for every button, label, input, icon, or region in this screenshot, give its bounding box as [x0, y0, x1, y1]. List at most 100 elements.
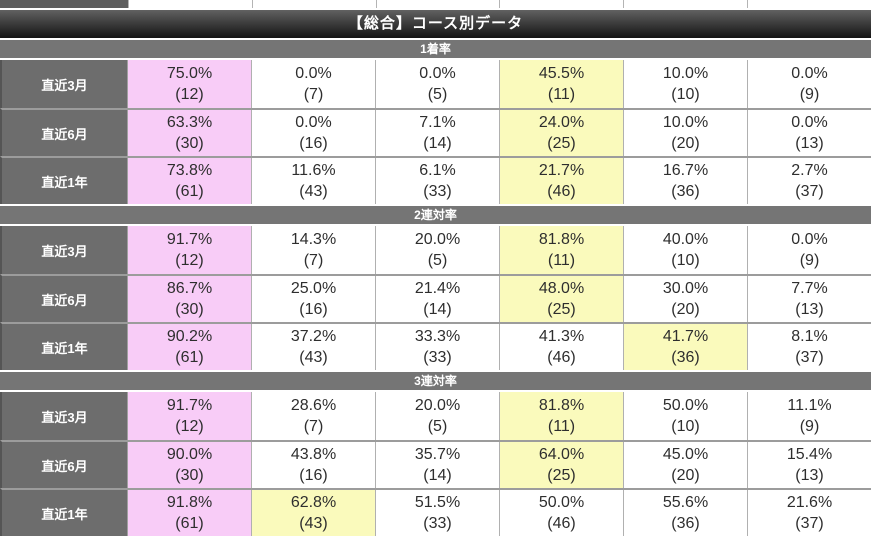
- cutoff-row-header: [0, 0, 128, 8]
- data-cell: 45.0% (20): [623, 442, 747, 488]
- data-cell: 11.6% (43): [251, 158, 375, 204]
- cell-count: (11): [547, 86, 576, 103]
- cell-count: (12): [175, 418, 204, 435]
- cell-percent: 14.3%: [290, 231, 337, 248]
- cell-percent: 10.0%: [662, 114, 709, 131]
- cell-count: (11): [547, 252, 576, 269]
- cell-percent: 90.2%: [166, 328, 213, 345]
- cell-percent: 8.1%: [791, 328, 828, 345]
- cell-count: (33): [423, 349, 452, 366]
- cell-count: (13): [795, 301, 824, 318]
- cell-percent: 41.3%: [538, 328, 585, 345]
- cell-count: (11): [547, 418, 576, 435]
- row-label: 直近1年: [41, 340, 88, 356]
- cutoff-cell: [623, 0, 748, 8]
- cell-count: (46): [547, 515, 576, 532]
- data-cell: 75.0% (12): [128, 60, 251, 108]
- data-cell: 64.0% (25): [499, 442, 623, 488]
- cell-percent: 91.7%: [166, 231, 213, 248]
- data-cell: 28.6% (7): [251, 392, 375, 440]
- cutoff-cell: [747, 0, 871, 8]
- data-cell: 91.8% (61): [128, 490, 251, 536]
- section-header: 1着率: [0, 40, 871, 58]
- cutoff-cell: [128, 0, 252, 8]
- cell-percent: 81.8%: [538, 231, 585, 248]
- cell-percent: 11.6%: [291, 162, 336, 179]
- data-cell: 8.1% (37): [747, 324, 871, 370]
- cell-percent: 6.1%: [419, 162, 456, 179]
- row-label: 直近6月: [41, 126, 88, 142]
- cell-count: (20): [671, 467, 700, 484]
- cell-percent: 86.7%: [166, 280, 213, 297]
- data-cell: 50.0% (10): [623, 392, 747, 440]
- row-header: 直近6月: [2, 442, 128, 488]
- cell-percent: 41.7%: [662, 328, 709, 345]
- cell-count: (9): [799, 252, 820, 269]
- data-cell: 6.1% (33): [375, 158, 499, 204]
- cell-percent: 50.0%: [662, 397, 709, 414]
- row-header: 直近3月: [2, 226, 128, 274]
- cell-percent: 55.6%: [662, 494, 709, 511]
- data-row: 直近3月 91.7% (12) 14.3% (7) 20.0% (5) 81.8% (11) 40…: [0, 226, 871, 274]
- cell-percent: 0.0%: [791, 65, 828, 82]
- data-cell: 7.1% (14): [375, 110, 499, 156]
- data-cell: 24.0% (25): [499, 110, 623, 156]
- data-cell: 10.0% (10): [623, 60, 747, 108]
- data-cell: 62.8% (43): [251, 490, 375, 536]
- cell-percent: 35.7%: [414, 446, 461, 463]
- data-row: 直近1年 73.8% (61) 11.6% (43) 6.1% (33) 21.7% (46) 1…: [0, 156, 871, 204]
- cell-percent: 0.0%: [791, 114, 828, 131]
- section-label: 3連対率: [414, 374, 457, 388]
- cell-count: (25): [547, 301, 576, 318]
- cell-percent: 2.7%: [791, 162, 828, 179]
- cell-count: (36): [671, 183, 700, 200]
- cell-percent: 21.6%: [786, 494, 833, 511]
- data-cell: 11.1% (9): [747, 392, 871, 440]
- cell-count: (33): [423, 515, 452, 532]
- cell-count: (46): [547, 349, 576, 366]
- cell-count: (9): [799, 86, 820, 103]
- data-cell: 73.8% (61): [128, 158, 251, 204]
- cell-percent: 33.3%: [414, 328, 461, 345]
- cell-percent: 15.4%: [786, 446, 833, 463]
- cell-percent: 62.8%: [290, 494, 337, 511]
- cell-count: (43): [299, 183, 328, 200]
- cell-count: (9): [799, 418, 820, 435]
- cutoff-row: [0, 0, 871, 8]
- data-cell: 86.7% (30): [128, 276, 251, 322]
- data-row: 直近6月 90.0% (30) 43.8% (16) 35.7% (14) 64.0% (25)…: [0, 440, 871, 488]
- data-cell: 33.3% (33): [375, 324, 499, 370]
- data-cell: 63.3% (30): [128, 110, 251, 156]
- cell-percent: 21.4%: [414, 280, 461, 297]
- cell-count: (14): [423, 135, 452, 152]
- cell-count: (12): [175, 252, 204, 269]
- data-cell: 15.4% (13): [747, 442, 871, 488]
- cell-count: (13): [795, 467, 824, 484]
- title-bar: 【総合】コース別データ: [0, 10, 871, 38]
- row-header: 直近1年: [2, 158, 128, 204]
- row-label: 直近1年: [41, 174, 88, 190]
- data-cell: 0.0% (16): [251, 110, 375, 156]
- stats-table: 1着率 直近3月 75.0% (12) 0.0% (7) 0.0% (5) 45.5% (11) 1…: [0, 40, 871, 536]
- section-body: 直近3月 91.7% (12) 28.6% (7) 20.0% (5) 81.8% (11) 50…: [0, 392, 871, 536]
- cutoff-cell: [499, 0, 624, 8]
- cell-percent: 11.1%: [787, 397, 832, 414]
- data-cell: 40.0% (10): [623, 226, 747, 274]
- data-cell: 55.6% (36): [623, 490, 747, 536]
- cell-count: (43): [299, 515, 328, 532]
- cell-count: (10): [671, 418, 700, 435]
- cell-count: (25): [547, 467, 576, 484]
- row-label: 直近3月: [41, 77, 88, 93]
- cell-count: (46): [547, 183, 576, 200]
- section-label: 1着率: [420, 42, 451, 56]
- cell-percent: 50.0%: [538, 494, 585, 511]
- cell-percent: 0.0%: [791, 231, 828, 248]
- row-header: 直近3月: [2, 392, 128, 440]
- data-cell: 16.7% (36): [623, 158, 747, 204]
- data-cell: 90.2% (61): [128, 324, 251, 370]
- data-cell: 30.0% (20): [623, 276, 747, 322]
- cell-percent: 90.0%: [166, 446, 213, 463]
- cell-count: (37): [795, 515, 824, 532]
- cell-count: (7): [303, 252, 324, 269]
